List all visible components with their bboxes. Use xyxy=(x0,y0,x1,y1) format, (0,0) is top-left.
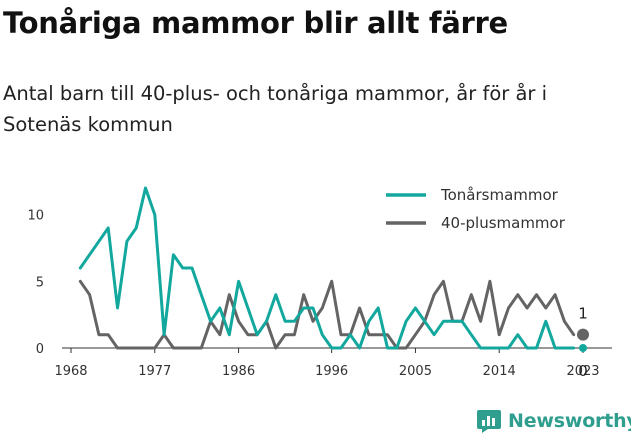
chart-legend: Tonårsmammor 40-plusmammor xyxy=(386,186,566,232)
x-tick-label: 2005 xyxy=(399,364,432,379)
end-marker-tonarsmammor xyxy=(579,344,587,352)
legend-40-plusmammor-label: 40-plusmammor xyxy=(441,214,566,232)
x-tick-label: 1968 xyxy=(54,364,87,379)
y-tick-label: 0 xyxy=(36,342,44,357)
brand-name: Newsworthy xyxy=(508,410,631,432)
chart-end-markers: 10 xyxy=(577,305,589,380)
x-tick-label: 1996 xyxy=(315,364,348,379)
x-tick-label: 1986 xyxy=(222,364,255,379)
end-value-label: 1 xyxy=(578,305,588,323)
end-marker-40-plusmammor xyxy=(577,328,589,341)
y-tick-label: 10 xyxy=(27,209,44,224)
end-value-label: 0 xyxy=(578,362,588,380)
chart-subtitle: Antal barn till 40-plus- och tonåriga ma… xyxy=(3,82,548,136)
y-tick-label: 5 xyxy=(36,275,44,290)
x-tick-label: 1977 xyxy=(138,364,171,379)
newsworthy-logo-icon xyxy=(477,410,501,433)
x-tick-label: 2023 xyxy=(566,364,599,379)
series-line-40-plusmammor xyxy=(78,279,576,350)
brand: Newsworthy xyxy=(476,405,631,437)
legend-tonarsmammor-label: Tonårsmammor xyxy=(440,186,559,204)
series-line-tonarsmammor xyxy=(78,186,576,350)
chart-series xyxy=(78,186,576,350)
x-tick-label: 2014 xyxy=(483,364,516,379)
chart-title: Tonåriga mammor blir allt färre xyxy=(3,6,508,40)
